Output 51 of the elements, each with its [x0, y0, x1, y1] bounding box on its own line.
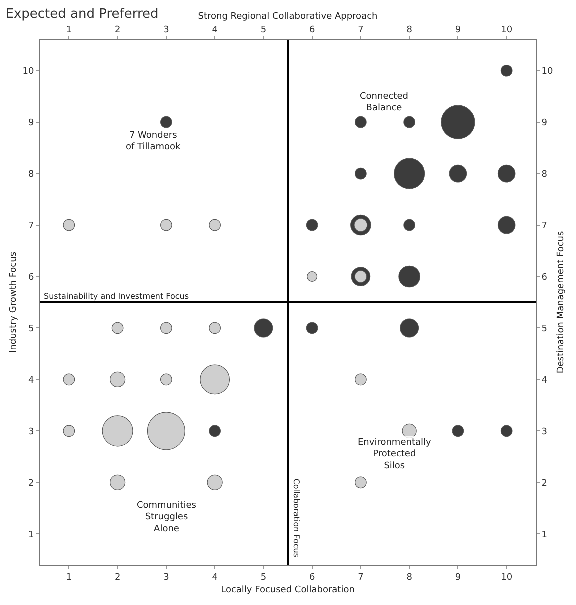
y2-tick-label: 3 [542, 427, 548, 438]
y-tick-label: 9 [28, 118, 34, 128]
y2-tick-label: 9 [542, 118, 548, 128]
annotation: Connected Balance [360, 92, 408, 114]
x-tick-label: 8 [406, 25, 413, 36]
y-tick-label: 7 [28, 221, 34, 232]
x-tick-label: 3 [164, 25, 170, 36]
x2-axis-title: Strong Regional Collaborative Approach [198, 12, 378, 22]
x-tick-label: 9 [455, 25, 462, 36]
y2-tick-label: 5 [542, 324, 548, 334]
x-tick-label: 7 [358, 25, 364, 36]
y-tick-label: 8 [28, 170, 34, 180]
x-axis-title: Locally Focused Collaboration [221, 586, 355, 596]
y-axis-title: Industry Growth Focus [9, 252, 20, 354]
y-tick-label: 10 [22, 67, 34, 78]
y2-tick-label: 4 [542, 376, 548, 386]
y-tick-label: 6 [28, 272, 34, 283]
y-tick-label: 1 [28, 530, 34, 540]
y2-tick-label: 7 [542, 221, 548, 232]
ref-line-label: Collaboration Focus [292, 478, 301, 558]
x2-tick-label: 8 [406, 572, 413, 583]
y2-tick-label: 2 [542, 478, 548, 489]
x2-tick-label: 1 [66, 572, 72, 583]
y2-tick-label: 6 [542, 272, 548, 283]
x2-tick-label: 7 [358, 572, 364, 583]
y2-tick-label: 8 [542, 170, 548, 180]
x-tick-label: 6 [309, 25, 316, 36]
y-tick-label: 5 [28, 324, 34, 334]
x2-tick-label: 2 [114, 572, 121, 583]
x2-tick-label: 6 [309, 572, 316, 583]
x2-tick-label: 10 [501, 572, 513, 583]
y-tick-label: 4 [28, 376, 34, 386]
x-tick-label: 10 [501, 25, 513, 36]
annotation: 7 Wonders of Tillamook [126, 131, 182, 153]
x-tick-label: 1 [66, 25, 72, 36]
y-tick-label: 2 [28, 478, 34, 489]
annotation: Environmentally Protected Silos [358, 438, 432, 472]
x2-tick-label: 4 [212, 572, 218, 583]
x2-tick-label: 5 [260, 572, 267, 583]
y-tick-label: 3 [28, 427, 34, 438]
x-tick-label: 4 [212, 25, 218, 36]
y2-tick-label: 1 [542, 530, 548, 540]
x2-tick-label: 9 [455, 572, 462, 583]
x2-tick-label: 3 [164, 572, 170, 583]
ref-line-label: Sustainability and Investment Focus [44, 292, 190, 301]
annotation: Communities Struggles Alone [137, 501, 197, 534]
chart-title: Expected and Preferred [6, 7, 159, 22]
x-tick-label: 5 [260, 25, 267, 36]
y2-axis-title: Destination Management Focus [556, 231, 566, 374]
x-tick-label: 2 [114, 25, 121, 36]
y2-tick-label: 10 [542, 67, 554, 78]
